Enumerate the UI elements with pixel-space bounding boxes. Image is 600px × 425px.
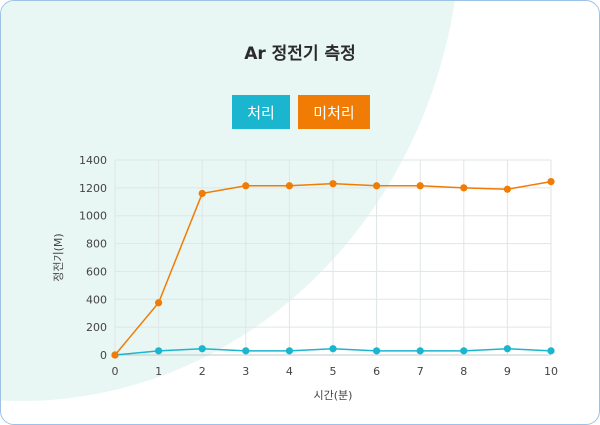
y-tick-label: 200: [86, 321, 107, 334]
x-tick-label: 0: [112, 365, 119, 378]
x-tick-label: 1: [155, 365, 162, 378]
x-tick-labels: 0 1 2 3 4 5 6 7 8 9 10: [112, 365, 559, 378]
y-tick-label: 0: [100, 349, 107, 362]
series-1: [111, 177, 555, 359]
y-tick-label: 1400: [79, 154, 107, 167]
y-tick-label: 1200: [79, 182, 107, 195]
x-tick-label: 4: [286, 365, 293, 378]
data-point[interactable]: [329, 345, 337, 353]
data-point[interactable]: [329, 180, 337, 188]
data-point[interactable]: [373, 182, 381, 190]
x-tick-label: 5: [330, 365, 337, 378]
data-point[interactable]: [111, 351, 119, 359]
y-tick-label: 800: [86, 238, 107, 251]
x-tick-label: 3: [242, 365, 249, 378]
y-tick-label: 600: [86, 265, 107, 278]
x-tick-label: 10: [544, 365, 558, 378]
series-toggle-treated[interactable]: 처리: [232, 95, 290, 129]
y-tick-label: 400: [86, 293, 107, 306]
x-axis-label: 시간(분): [314, 389, 353, 402]
data-point[interactable]: [155, 299, 163, 307]
chart-series: [111, 177, 555, 359]
data-point[interactable]: [198, 189, 206, 198]
chart-grid: [114, 159, 552, 356]
data-point[interactable]: [373, 347, 381, 355]
data-point[interactable]: [460, 184, 468, 192]
y-axis-label: 정전기(M): [52, 233, 65, 281]
series-0: [111, 345, 555, 359]
chart-title: Ar 정전기 측정: [244, 44, 356, 64]
data-point[interactable]: [242, 347, 250, 355]
x-tick-label: 7: [417, 365, 424, 378]
data-point[interactable]: [547, 177, 555, 186]
data-point[interactable]: [285, 182, 293, 190]
data-point[interactable]: [503, 185, 511, 193]
data-point[interactable]: [416, 182, 424, 190]
data-point[interactable]: [503, 345, 511, 353]
data-point[interactable]: [460, 347, 468, 355]
data-point[interactable]: [547, 347, 555, 355]
data-point[interactable]: [242, 182, 250, 190]
series-toggle-untreated[interactable]: 미처리: [298, 95, 370, 129]
data-point[interactable]: [285, 347, 293, 355]
data-point[interactable]: [155, 347, 163, 355]
x-tick-label: 8: [460, 365, 467, 378]
data-point[interactable]: [198, 345, 206, 353]
y-tick-label: 1000: [79, 210, 107, 223]
x-tick-label: 2: [199, 365, 206, 378]
x-tick-label: 6: [373, 365, 380, 378]
x-tick-label: 9: [504, 365, 511, 378]
y-tick-labels: 0 200 400 600 800 1000 1200 1400: [79, 154, 107, 362]
data-point[interactable]: [416, 347, 424, 355]
